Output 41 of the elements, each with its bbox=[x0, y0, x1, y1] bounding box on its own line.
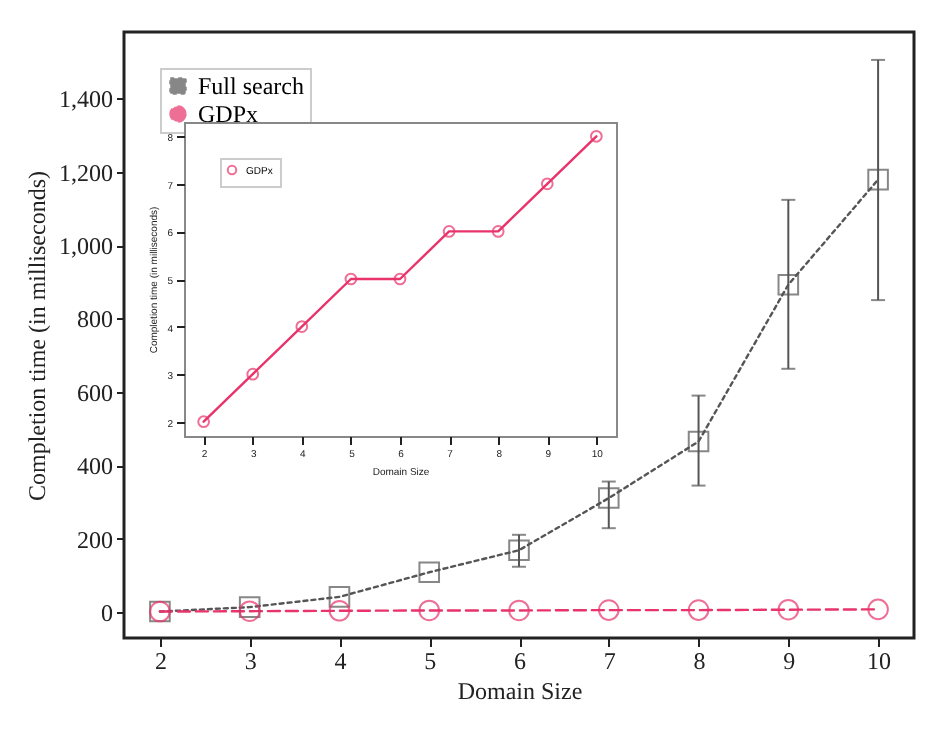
x-tick-label: 5 bbox=[424, 647, 437, 675]
y-tick-label: 1,400 bbox=[59, 85, 113, 114]
point bbox=[508, 599, 530, 622]
y-tick-label: 1,000 bbox=[59, 232, 113, 261]
point bbox=[867, 598, 889, 621]
point bbox=[777, 273, 800, 296]
point bbox=[597, 487, 620, 509]
y-tick-label: 200 bbox=[77, 525, 113, 554]
point bbox=[687, 430, 710, 453]
x-tick-label: 9 bbox=[783, 647, 796, 675]
x-tick-label: 6 bbox=[514, 647, 526, 675]
x-axis-title: Domain Size bbox=[457, 677, 583, 705]
point bbox=[442, 225, 456, 238]
x-tick-label: 7 bbox=[603, 647, 616, 675]
point bbox=[246, 367, 260, 381]
point bbox=[687, 599, 710, 621]
point bbox=[393, 272, 407, 286]
point bbox=[540, 177, 554, 191]
point bbox=[418, 561, 441, 584]
y-tick-label: 800 bbox=[77, 305, 113, 334]
y-tick-label: 0 bbox=[101, 599, 113, 628]
point bbox=[328, 600, 351, 622]
x-tick-label: 4 bbox=[334, 647, 347, 675]
y-tick-label: 600 bbox=[77, 378, 113, 407]
point bbox=[777, 598, 800, 621]
point bbox=[418, 599, 441, 622]
point bbox=[867, 168, 889, 191]
point bbox=[295, 320, 309, 333]
point bbox=[597, 599, 620, 621]
y-tick-label: 400 bbox=[77, 452, 113, 481]
point bbox=[344, 272, 358, 286]
legend-label: Full search bbox=[198, 72, 304, 100]
y-axis-title: Completion time (in milliseconds) bbox=[23, 171, 51, 501]
point bbox=[328, 586, 351, 608]
x-tick-label: 8 bbox=[693, 647, 706, 675]
point bbox=[508, 539, 530, 562]
y-tick-label: 1,200 bbox=[59, 158, 113, 187]
legend-label: GDPx bbox=[198, 100, 259, 128]
x-tick-label: 3 bbox=[244, 647, 257, 675]
point bbox=[491, 225, 505, 238]
x-tick-label: 10 bbox=[867, 647, 892, 675]
